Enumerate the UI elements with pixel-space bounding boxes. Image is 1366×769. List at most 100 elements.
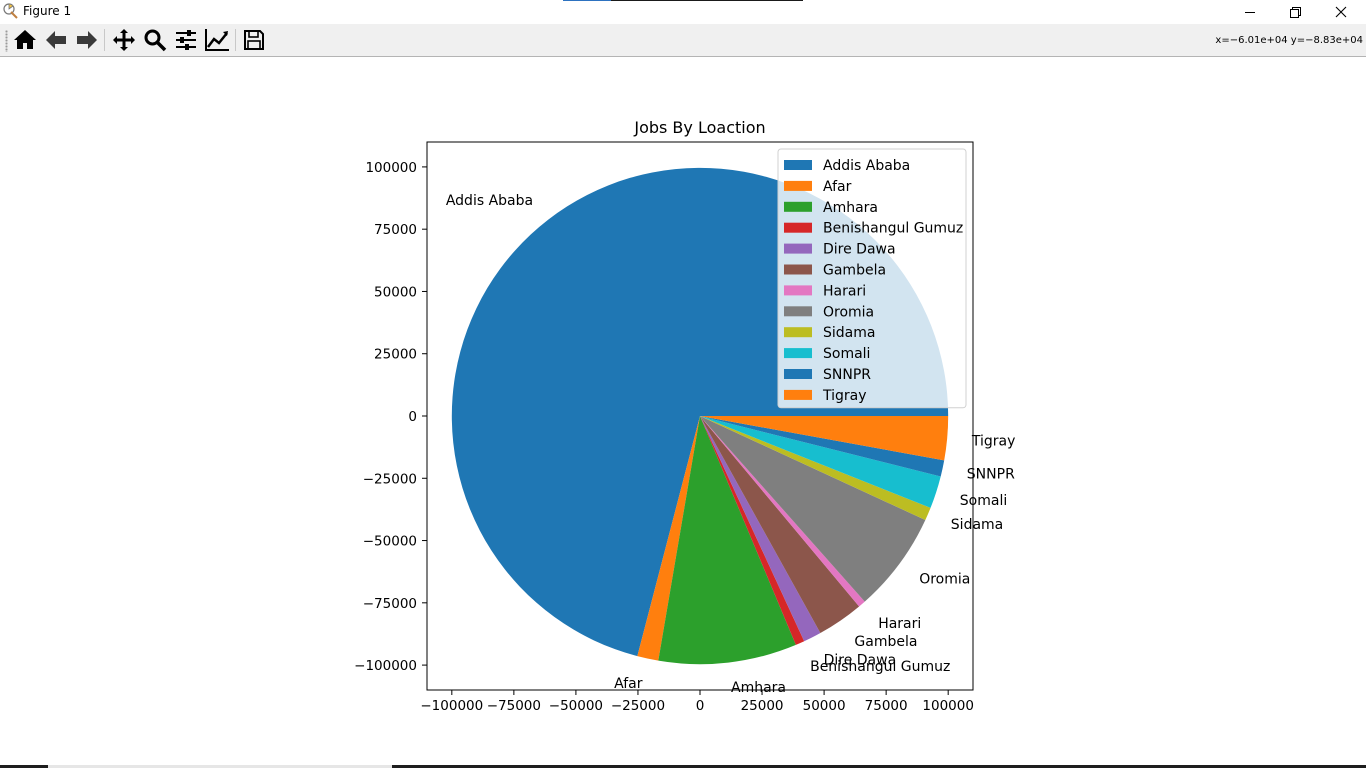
edit-axis-icon bbox=[205, 29, 229, 51]
save-button[interactable] bbox=[241, 27, 267, 53]
x-tick-label: 25000 bbox=[741, 698, 784, 714]
minimize-button[interactable] bbox=[1227, 0, 1273, 24]
legend-swatch-afar bbox=[784, 180, 812, 191]
pie-slice-dire-dawa[interactable] bbox=[700, 416, 821, 642]
zoom-icon bbox=[144, 29, 167, 52]
slice-label-harari: Harari bbox=[878, 616, 921, 632]
slice-label-somali: Somali bbox=[960, 493, 1007, 509]
x-tick-label: 100000 bbox=[922, 698, 974, 714]
legend-swatch-sidama bbox=[784, 327, 812, 338]
y-tick-label: −100000 bbox=[354, 658, 417, 674]
pie-slice-harari[interactable] bbox=[700, 416, 865, 607]
slice-label-benishangul-gumuz: Benishangul Gumuz bbox=[810, 659, 950, 675]
title-accent-dark bbox=[611, 0, 803, 1]
pie-slice-sidama[interactable] bbox=[700, 416, 931, 520]
title-accent bbox=[563, 0, 611, 1]
slice-label-snnpr: SNNPR bbox=[967, 467, 1015, 483]
x-tick-label: 75000 bbox=[865, 698, 908, 714]
close-button[interactable] bbox=[1318, 0, 1364, 24]
legend-swatch-gambela bbox=[784, 264, 812, 275]
legend-swatch-harari bbox=[784, 285, 812, 296]
legend-label-tigray: Tigray bbox=[822, 388, 867, 404]
slice-label-amhara: Amhara bbox=[731, 680, 786, 696]
forward-button[interactable] bbox=[74, 27, 100, 53]
x-tick-label: −50000 bbox=[549, 698, 603, 714]
legend-label-addis-ababa: Addis Ababa bbox=[823, 158, 910, 174]
maximize-button[interactable] bbox=[1272, 0, 1318, 24]
legend-swatch-somali bbox=[784, 348, 812, 359]
slice-label-afar: Afar bbox=[614, 676, 643, 692]
save-icon bbox=[244, 30, 264, 50]
edit-axis-button[interactable] bbox=[204, 27, 230, 53]
legend-label-amhara: Amhara bbox=[823, 200, 878, 216]
legend-box bbox=[777, 148, 967, 409]
pie-slice-amhara[interactable] bbox=[658, 416, 796, 665]
pie-slice-somali[interactable] bbox=[700, 416, 941, 508]
slice-label-tigray: Tigray bbox=[971, 434, 1016, 450]
app-icon bbox=[3, 3, 19, 19]
taskbar-edge-highlight bbox=[48, 765, 392, 768]
toolbar-grip bbox=[5, 30, 8, 52]
slice-label-oromia: Oromia bbox=[919, 572, 970, 588]
slice-label-sidama: Sidama bbox=[951, 517, 1003, 533]
y-tick-label: 0 bbox=[408, 409, 417, 425]
x-tick-label: −25000 bbox=[611, 698, 665, 714]
slice-label-gambela: Gambela bbox=[854, 634, 917, 650]
window-title: Figure 1 bbox=[23, 4, 72, 18]
legend-label-oromia: Oromia bbox=[823, 304, 874, 320]
pan-button[interactable] bbox=[111, 27, 137, 53]
x-tick-label: −75000 bbox=[487, 698, 541, 714]
legend-swatch-benishangul-gumuz bbox=[784, 222, 812, 233]
x-tick-label: 0 bbox=[696, 698, 705, 714]
forward-icon bbox=[77, 31, 97, 49]
y-tick-label: 25000 bbox=[374, 347, 417, 363]
chart-title: Jobs By Loaction bbox=[633, 118, 765, 137]
close-icon bbox=[1335, 6, 1347, 18]
legend-label-snnpr: SNNPR bbox=[823, 367, 871, 383]
pie-slice-tigray[interactable] bbox=[700, 416, 949, 461]
legend-label-gambela: Gambela bbox=[823, 263, 886, 279]
legend-swatch-snnpr bbox=[784, 369, 812, 379]
plot-area[interactable]: Jobs By Loaction Addis Ababa Afar Amhara Ben… bbox=[0, 57, 1366, 769]
pan-icon bbox=[113, 29, 135, 51]
x-tick-label: 50000 bbox=[803, 698, 846, 714]
pie-slice-afar[interactable] bbox=[637, 416, 700, 661]
y-tick-label: −25000 bbox=[363, 471, 417, 487]
zoom-button[interactable] bbox=[142, 27, 168, 53]
pie-slice-oromia[interactable] bbox=[700, 416, 926, 602]
y-tick-label: 100000 bbox=[365, 160, 417, 176]
legend-swatch-oromia bbox=[784, 306, 812, 317]
taskbar-edge bbox=[0, 765, 1366, 768]
legend-label-benishangul-gumuz: Benishangul Gumuz bbox=[823, 221, 963, 237]
legend-label-harari: Harari bbox=[823, 283, 866, 299]
legend-swatch-tigray bbox=[784, 389, 812, 400]
minimize-icon bbox=[1245, 12, 1255, 13]
legend-label-afar: Afar bbox=[823, 179, 852, 195]
legend-label-somali: Somali bbox=[823, 346, 870, 362]
slice-label-dire-dawa: Dire Dawa bbox=[824, 652, 897, 668]
x-tick-label: −100000 bbox=[420, 698, 483, 714]
title-bar: Figure 1 bbox=[0, 0, 1366, 24]
legend-label-dire-dawa: Dire Dawa bbox=[823, 242, 896, 258]
legend-label-sidama: Sidama bbox=[823, 325, 875, 341]
back-icon bbox=[46, 31, 66, 49]
pie-chart[interactable]: Jobs By Loaction Addis Ababa Afar Amhara Ben… bbox=[0, 57, 1366, 765]
restore-icon bbox=[1289, 6, 1301, 18]
legend-swatch-amhara bbox=[784, 201, 812, 212]
pie-slice-snnpr[interactable] bbox=[700, 416, 945, 477]
y-tick-label: 75000 bbox=[374, 222, 417, 238]
toolbar-separator bbox=[104, 29, 105, 51]
home-button[interactable] bbox=[12, 27, 38, 53]
y-tick-label: −75000 bbox=[363, 596, 417, 612]
y-tick-label: 50000 bbox=[374, 284, 417, 300]
legend-swatch-addis-ababa bbox=[784, 160, 812, 170]
coordinate-readout: x=−6.01e+04 y=−8.83e+04 bbox=[1215, 35, 1363, 46]
pie-slice-gambela[interactable] bbox=[700, 416, 860, 634]
toolbar-separator bbox=[235, 29, 236, 51]
configure-subplots-button[interactable] bbox=[173, 27, 199, 53]
pie-slice-benishangul-gumuz[interactable] bbox=[700, 416, 805, 645]
slice-label-addis-ababa: Addis Ababa bbox=[446, 193, 533, 209]
home-icon bbox=[14, 30, 36, 49]
back-button[interactable] bbox=[43, 27, 69, 53]
configure-subplots-icon bbox=[176, 30, 196, 50]
